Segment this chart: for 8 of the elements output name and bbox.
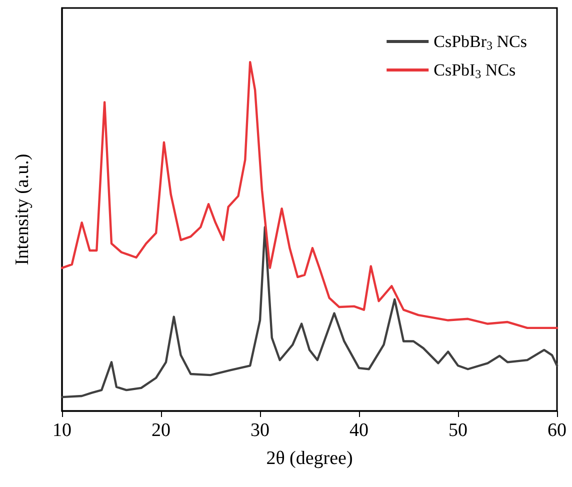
x-tick-label: 20 [152,420,170,441]
x-tick-label: 10 [52,420,72,441]
x-tick-label: 60 [548,420,566,441]
x-tick-label: 30 [250,420,270,441]
x-tick-label: 40 [350,420,368,441]
x-tick-label: 50 [448,420,468,441]
y-axis-title: Intensity (a.u.) [12,154,33,266]
x-axis-title: 2θ (degree) [266,448,353,469]
